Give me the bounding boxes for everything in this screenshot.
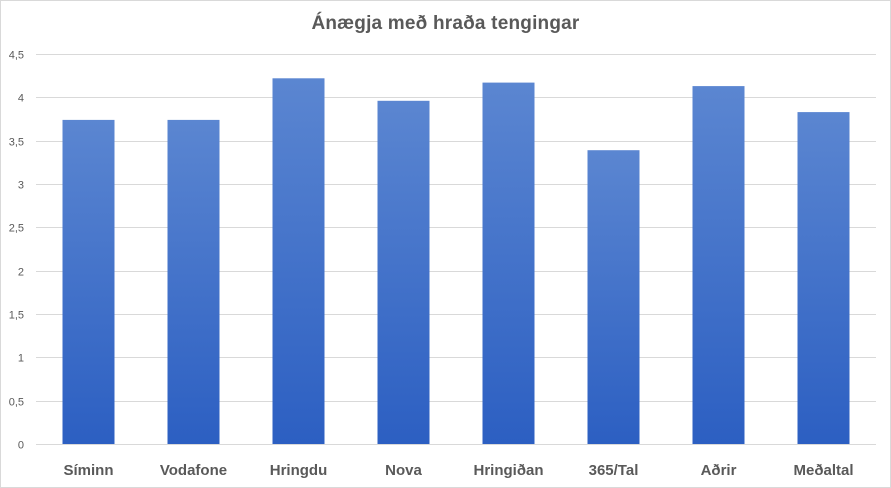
y-axis-ticks: 0 0,5 1 1,5 2 2,5 3 3,5 4 4,5: [9, 50, 24, 452]
x-category-label: Aðrir: [701, 462, 737, 479]
bar-hringi-an: [482, 82, 535, 444]
x-category-label: Síminn: [63, 462, 113, 479]
y-tick-label: 0,5: [9, 397, 24, 409]
y-tick-label: 2: [18, 267, 24, 279]
bar-vodafone: [167, 119, 220, 445]
x-category-label: Meðaltal: [793, 462, 853, 479]
y-tick-label: 3: [18, 180, 24, 192]
bars: [62, 78, 850, 445]
gridlines: [36, 54, 876, 445]
x-category-label: Hringdu: [270, 462, 328, 479]
bar-365-tal: [587, 150, 640, 444]
y-tick-label: 2,5: [9, 223, 24, 235]
y-tick-label: 3,5: [9, 137, 24, 149]
x-category-label: Hringiðan: [474, 462, 544, 479]
bar-a-rir: [692, 86, 745, 444]
y-tick-label: 4: [18, 93, 24, 105]
y-tick-label: 4,5: [9, 50, 24, 62]
y-tick-label: 1: [18, 353, 24, 365]
x-category-label: Nova: [385, 462, 422, 479]
chart-title: Ánægja með hraða tengingar: [311, 13, 580, 34]
y-tick-label: 1,5: [9, 310, 24, 322]
x-category-label: 365/Tal: [589, 462, 639, 479]
y-tick-label: 0: [18, 440, 24, 452]
bar-s-minn: [62, 119, 115, 445]
bar-nova: [377, 100, 430, 445]
x-axis-categories: Síminn Vodafone Hringdu Nova Hringiðan 365/Ta…: [63, 462, 853, 479]
bar-me-altal: [797, 112, 850, 444]
bar-hringdu: [272, 78, 325, 445]
x-category-label: Vodafone: [160, 462, 227, 479]
